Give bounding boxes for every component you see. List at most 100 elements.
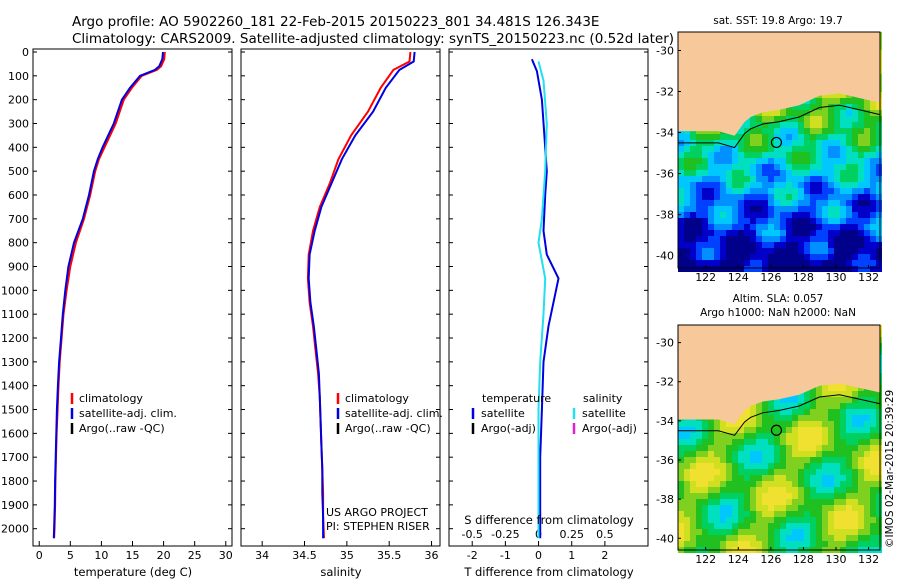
legend-climatology: climatology bbox=[79, 392, 143, 405]
map-cell bbox=[828, 146, 834, 152]
map-cell bbox=[714, 529, 720, 535]
map-cell bbox=[738, 170, 744, 176]
map-cell bbox=[792, 397, 798, 403]
map-cell bbox=[822, 439, 828, 445]
map-cell bbox=[798, 122, 804, 128]
map-cell bbox=[870, 242, 876, 248]
map-cell bbox=[774, 224, 780, 230]
map-cell bbox=[834, 230, 840, 236]
map-cell bbox=[780, 409, 786, 415]
map-cell bbox=[822, 134, 828, 140]
map-cell bbox=[834, 439, 840, 445]
map-cell bbox=[756, 481, 762, 487]
lat-tick-label: -40 bbox=[656, 532, 674, 545]
map-cell bbox=[822, 391, 828, 397]
map-cell bbox=[738, 415, 744, 421]
map-cell bbox=[810, 200, 816, 206]
map-cell bbox=[702, 505, 708, 511]
map-cell bbox=[810, 248, 816, 254]
map-cell bbox=[696, 535, 702, 541]
map-cell bbox=[756, 505, 762, 511]
map-cell bbox=[774, 457, 780, 463]
map-cell bbox=[858, 98, 864, 104]
map-cell bbox=[780, 158, 786, 164]
map-cell bbox=[732, 433, 738, 439]
map-cell bbox=[876, 451, 882, 457]
map-cell bbox=[750, 146, 756, 152]
map-cell bbox=[714, 487, 720, 493]
map-cell bbox=[822, 254, 828, 260]
map-cell bbox=[840, 385, 846, 391]
x-tick-label: 10 bbox=[94, 549, 108, 562]
map-cell bbox=[828, 523, 834, 529]
map-cell bbox=[720, 188, 726, 194]
map-cell bbox=[762, 499, 768, 505]
map-cell bbox=[738, 541, 744, 547]
map-cell bbox=[708, 134, 714, 140]
map-cell bbox=[816, 487, 822, 493]
map-cell bbox=[804, 457, 810, 463]
map-cell bbox=[804, 505, 810, 511]
map-cell bbox=[828, 409, 834, 415]
map-cell bbox=[756, 415, 762, 421]
map-cell bbox=[726, 266, 732, 272]
map-cell bbox=[708, 469, 714, 475]
map-cell bbox=[864, 104, 870, 110]
map-cell bbox=[702, 439, 708, 445]
map-cell bbox=[696, 164, 702, 170]
series-line bbox=[537, 61, 548, 539]
map-cell bbox=[864, 260, 870, 266]
map-cell bbox=[846, 469, 852, 475]
map-cell bbox=[816, 385, 822, 391]
map-cell bbox=[744, 206, 750, 212]
map-cell bbox=[702, 212, 708, 218]
map-cell bbox=[798, 541, 804, 547]
map-cell bbox=[702, 427, 708, 433]
map-cell bbox=[738, 529, 744, 535]
map-cell bbox=[684, 200, 690, 206]
map-cell bbox=[864, 403, 870, 409]
salinity-legend: climatology satellite-adj. clim. Argo(..… bbox=[336, 392, 443, 435]
map-cell bbox=[756, 158, 762, 164]
map-cell bbox=[876, 499, 882, 505]
map-cell bbox=[756, 224, 762, 230]
map-cell bbox=[774, 158, 780, 164]
map-cell bbox=[750, 188, 756, 194]
map-cell bbox=[864, 409, 870, 415]
map-cell bbox=[822, 140, 828, 146]
map-cell bbox=[750, 505, 756, 511]
lon-tick-label: 124 bbox=[728, 271, 749, 284]
map-cell bbox=[738, 212, 744, 218]
map-cell bbox=[696, 218, 702, 224]
map-cell bbox=[774, 475, 780, 481]
map-cell bbox=[816, 200, 822, 206]
map-cell bbox=[810, 152, 816, 158]
map-cell bbox=[738, 481, 744, 487]
map-cell bbox=[858, 493, 864, 499]
map-cell bbox=[792, 511, 798, 517]
map-cell bbox=[846, 236, 852, 242]
map-cell bbox=[852, 403, 858, 409]
map-cell bbox=[744, 535, 750, 541]
header-line-2: Climatology: CARS2009. Satellite-adjuste… bbox=[72, 31, 674, 47]
map-cell bbox=[732, 475, 738, 481]
map-cell bbox=[804, 158, 810, 164]
map-cell bbox=[792, 481, 798, 487]
map-cell bbox=[822, 206, 828, 212]
map-cell bbox=[852, 421, 858, 427]
map-cell bbox=[876, 260, 882, 266]
map-cell bbox=[828, 260, 834, 266]
depth-tick-label: 900 bbox=[8, 261, 29, 274]
map-cell bbox=[852, 164, 858, 170]
map-cell bbox=[780, 445, 786, 451]
map-cell bbox=[834, 152, 840, 158]
lat-tick-label: -34 bbox=[656, 415, 674, 428]
map-cell bbox=[852, 451, 858, 457]
map-cell bbox=[846, 176, 852, 182]
map-cell bbox=[750, 140, 756, 146]
map-cell bbox=[750, 254, 756, 260]
depth-tick-label: 1500 bbox=[1, 404, 29, 417]
map-cell bbox=[780, 517, 786, 523]
map-cell bbox=[756, 188, 762, 194]
